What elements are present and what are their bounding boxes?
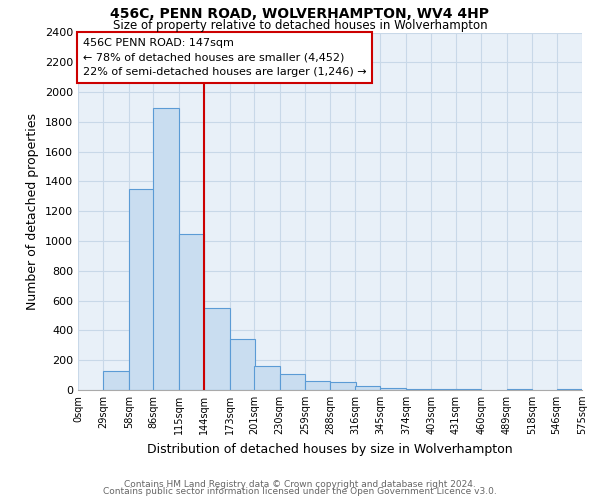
Text: Size of property relative to detached houses in Wolverhampton: Size of property relative to detached ho… (113, 18, 487, 32)
Bar (331, 382, 356, 390)
Text: 456C PENN ROAD: 147sqm
← 78% of detached houses are smaller (4,452)
22% of semi-: 456C PENN ROAD: 147sqm ← 78% of detached… (83, 38, 367, 78)
Bar (431, 388, 457, 390)
Bar (230, 340, 255, 390)
Bar (355, 386, 380, 390)
Bar (406, 388, 431, 390)
Bar (129, 189, 154, 390)
Bar (380, 388, 406, 390)
Bar (179, 234, 204, 390)
Bar (305, 381, 331, 390)
Bar (103, 372, 129, 390)
Bar (204, 308, 230, 390)
Text: 456C, PENN ROAD, WOLVERHAMPTON, WV4 4HP: 456C, PENN ROAD, WOLVERHAMPTON, WV4 4HP (110, 8, 490, 22)
Y-axis label: Number of detached properties: Number of detached properties (26, 113, 40, 310)
Text: Contains HM Land Registry data © Crown copyright and database right 2024.: Contains HM Land Registry data © Crown c… (124, 480, 476, 489)
Bar (254, 366, 280, 390)
X-axis label: Distribution of detached houses by size in Wolverhampton: Distribution of detached houses by size … (147, 442, 513, 456)
Bar (154, 108, 179, 390)
Bar (280, 374, 305, 390)
Text: Contains public sector information licensed under the Open Government Licence v3: Contains public sector information licen… (103, 487, 497, 496)
